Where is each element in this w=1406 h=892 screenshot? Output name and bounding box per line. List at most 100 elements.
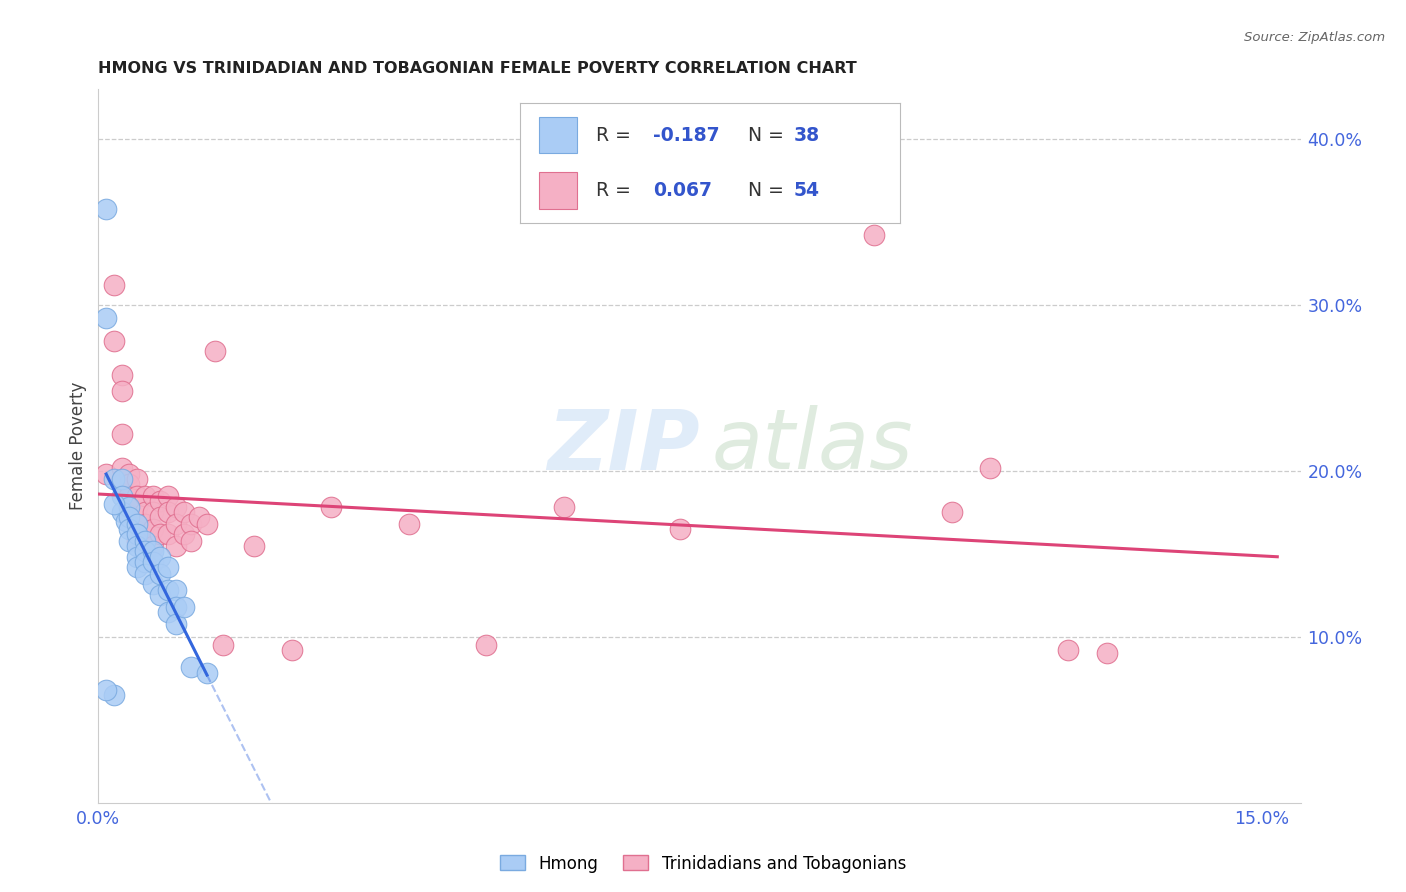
Point (111, 477, 134, 491)
Point (204, 344, 226, 359)
Point (941, 505, 963, 519)
Point (173, 599, 195, 614)
Point (118, 500, 141, 515)
Text: 38: 38 (793, 126, 820, 145)
Point (195, 516, 218, 531)
Point (142, 543, 165, 558)
Point (149, 527, 172, 541)
Point (149, 550, 172, 565)
Text: R =: R = (596, 126, 637, 145)
Point (127, 489, 149, 503)
Point (165, 500, 187, 515)
Text: HMONG VS TRINIDADIAN AND TOBAGONIAN FEMALE POVERTY CORRELATION CHART: HMONG VS TRINIDADIAN AND TOBAGONIAN FEMA… (98, 61, 858, 76)
Point (103, 278, 125, 293)
Point (127, 472, 149, 486)
Point (118, 489, 141, 503)
Point (180, 659, 202, 673)
Point (1057, 643, 1080, 657)
Point (157, 527, 180, 541)
Point (863, 228, 886, 243)
Point (96, 467, 118, 482)
Point (96, 202, 118, 216)
Text: 54: 54 (793, 181, 820, 200)
Point (127, 500, 149, 515)
Point (103, 497, 125, 511)
Point (157, 489, 180, 503)
Point (134, 516, 156, 531)
Point (157, 505, 180, 519)
Point (165, 539, 187, 553)
Point (111, 505, 134, 519)
Text: atlas: atlas (711, 406, 912, 486)
Text: -0.187: -0.187 (652, 126, 720, 145)
Point (281, 643, 304, 657)
Point (118, 522, 141, 536)
Point (96, 311, 118, 326)
Point (103, 472, 125, 486)
Point (134, 533, 156, 548)
Point (553, 500, 575, 515)
Point (173, 527, 195, 541)
Text: Source: ZipAtlas.com: Source: ZipAtlas.com (1244, 31, 1385, 45)
Point (319, 500, 342, 515)
Point (157, 583, 180, 598)
Point (475, 638, 498, 652)
Point (398, 516, 420, 531)
Point (111, 368, 134, 382)
Point (134, 566, 156, 581)
Point (127, 533, 149, 548)
Point (134, 505, 156, 519)
Point (142, 505, 165, 519)
Point (111, 427, 134, 442)
Point (111, 489, 134, 503)
Point (111, 472, 134, 486)
Point (165, 599, 187, 614)
Point (114, 514, 136, 528)
Point (149, 493, 172, 508)
Point (127, 560, 149, 574)
Point (195, 666, 218, 681)
Point (211, 638, 233, 652)
Point (134, 555, 156, 569)
Point (149, 566, 172, 581)
Point (127, 539, 149, 553)
Text: N =: N = (748, 181, 790, 200)
Y-axis label: Female Poverty: Female Poverty (69, 382, 87, 510)
Bar (540, 117, 578, 153)
Point (134, 489, 156, 503)
Point (242, 539, 264, 553)
Point (149, 588, 172, 602)
Text: ZIP: ZIP (547, 406, 700, 486)
Point (157, 605, 180, 619)
Text: N =: N = (748, 126, 790, 145)
Bar (540, 172, 578, 209)
Point (118, 533, 141, 548)
Point (165, 616, 187, 631)
Point (142, 576, 165, 591)
Point (157, 560, 180, 574)
Point (1095, 647, 1118, 661)
Text: 0.067: 0.067 (652, 181, 711, 200)
Point (127, 527, 149, 541)
Point (173, 505, 195, 519)
Point (111, 460, 134, 475)
Point (118, 477, 141, 491)
Point (103, 334, 125, 349)
Point (111, 384, 134, 399)
Point (142, 539, 165, 553)
Point (142, 489, 165, 503)
Point (127, 516, 149, 531)
Point (149, 510, 172, 524)
Point (103, 688, 125, 702)
Point (118, 510, 141, 524)
Point (127, 550, 149, 565)
Point (180, 533, 202, 548)
Legend: Hmong, Trinidadians and Tobagonians: Hmong, Trinidadians and Tobagonians (494, 848, 912, 880)
Point (134, 543, 156, 558)
Point (165, 583, 187, 598)
Point (180, 516, 202, 531)
Point (142, 555, 165, 569)
Text: R =: R = (596, 181, 637, 200)
Point (118, 467, 141, 482)
Point (165, 516, 187, 531)
